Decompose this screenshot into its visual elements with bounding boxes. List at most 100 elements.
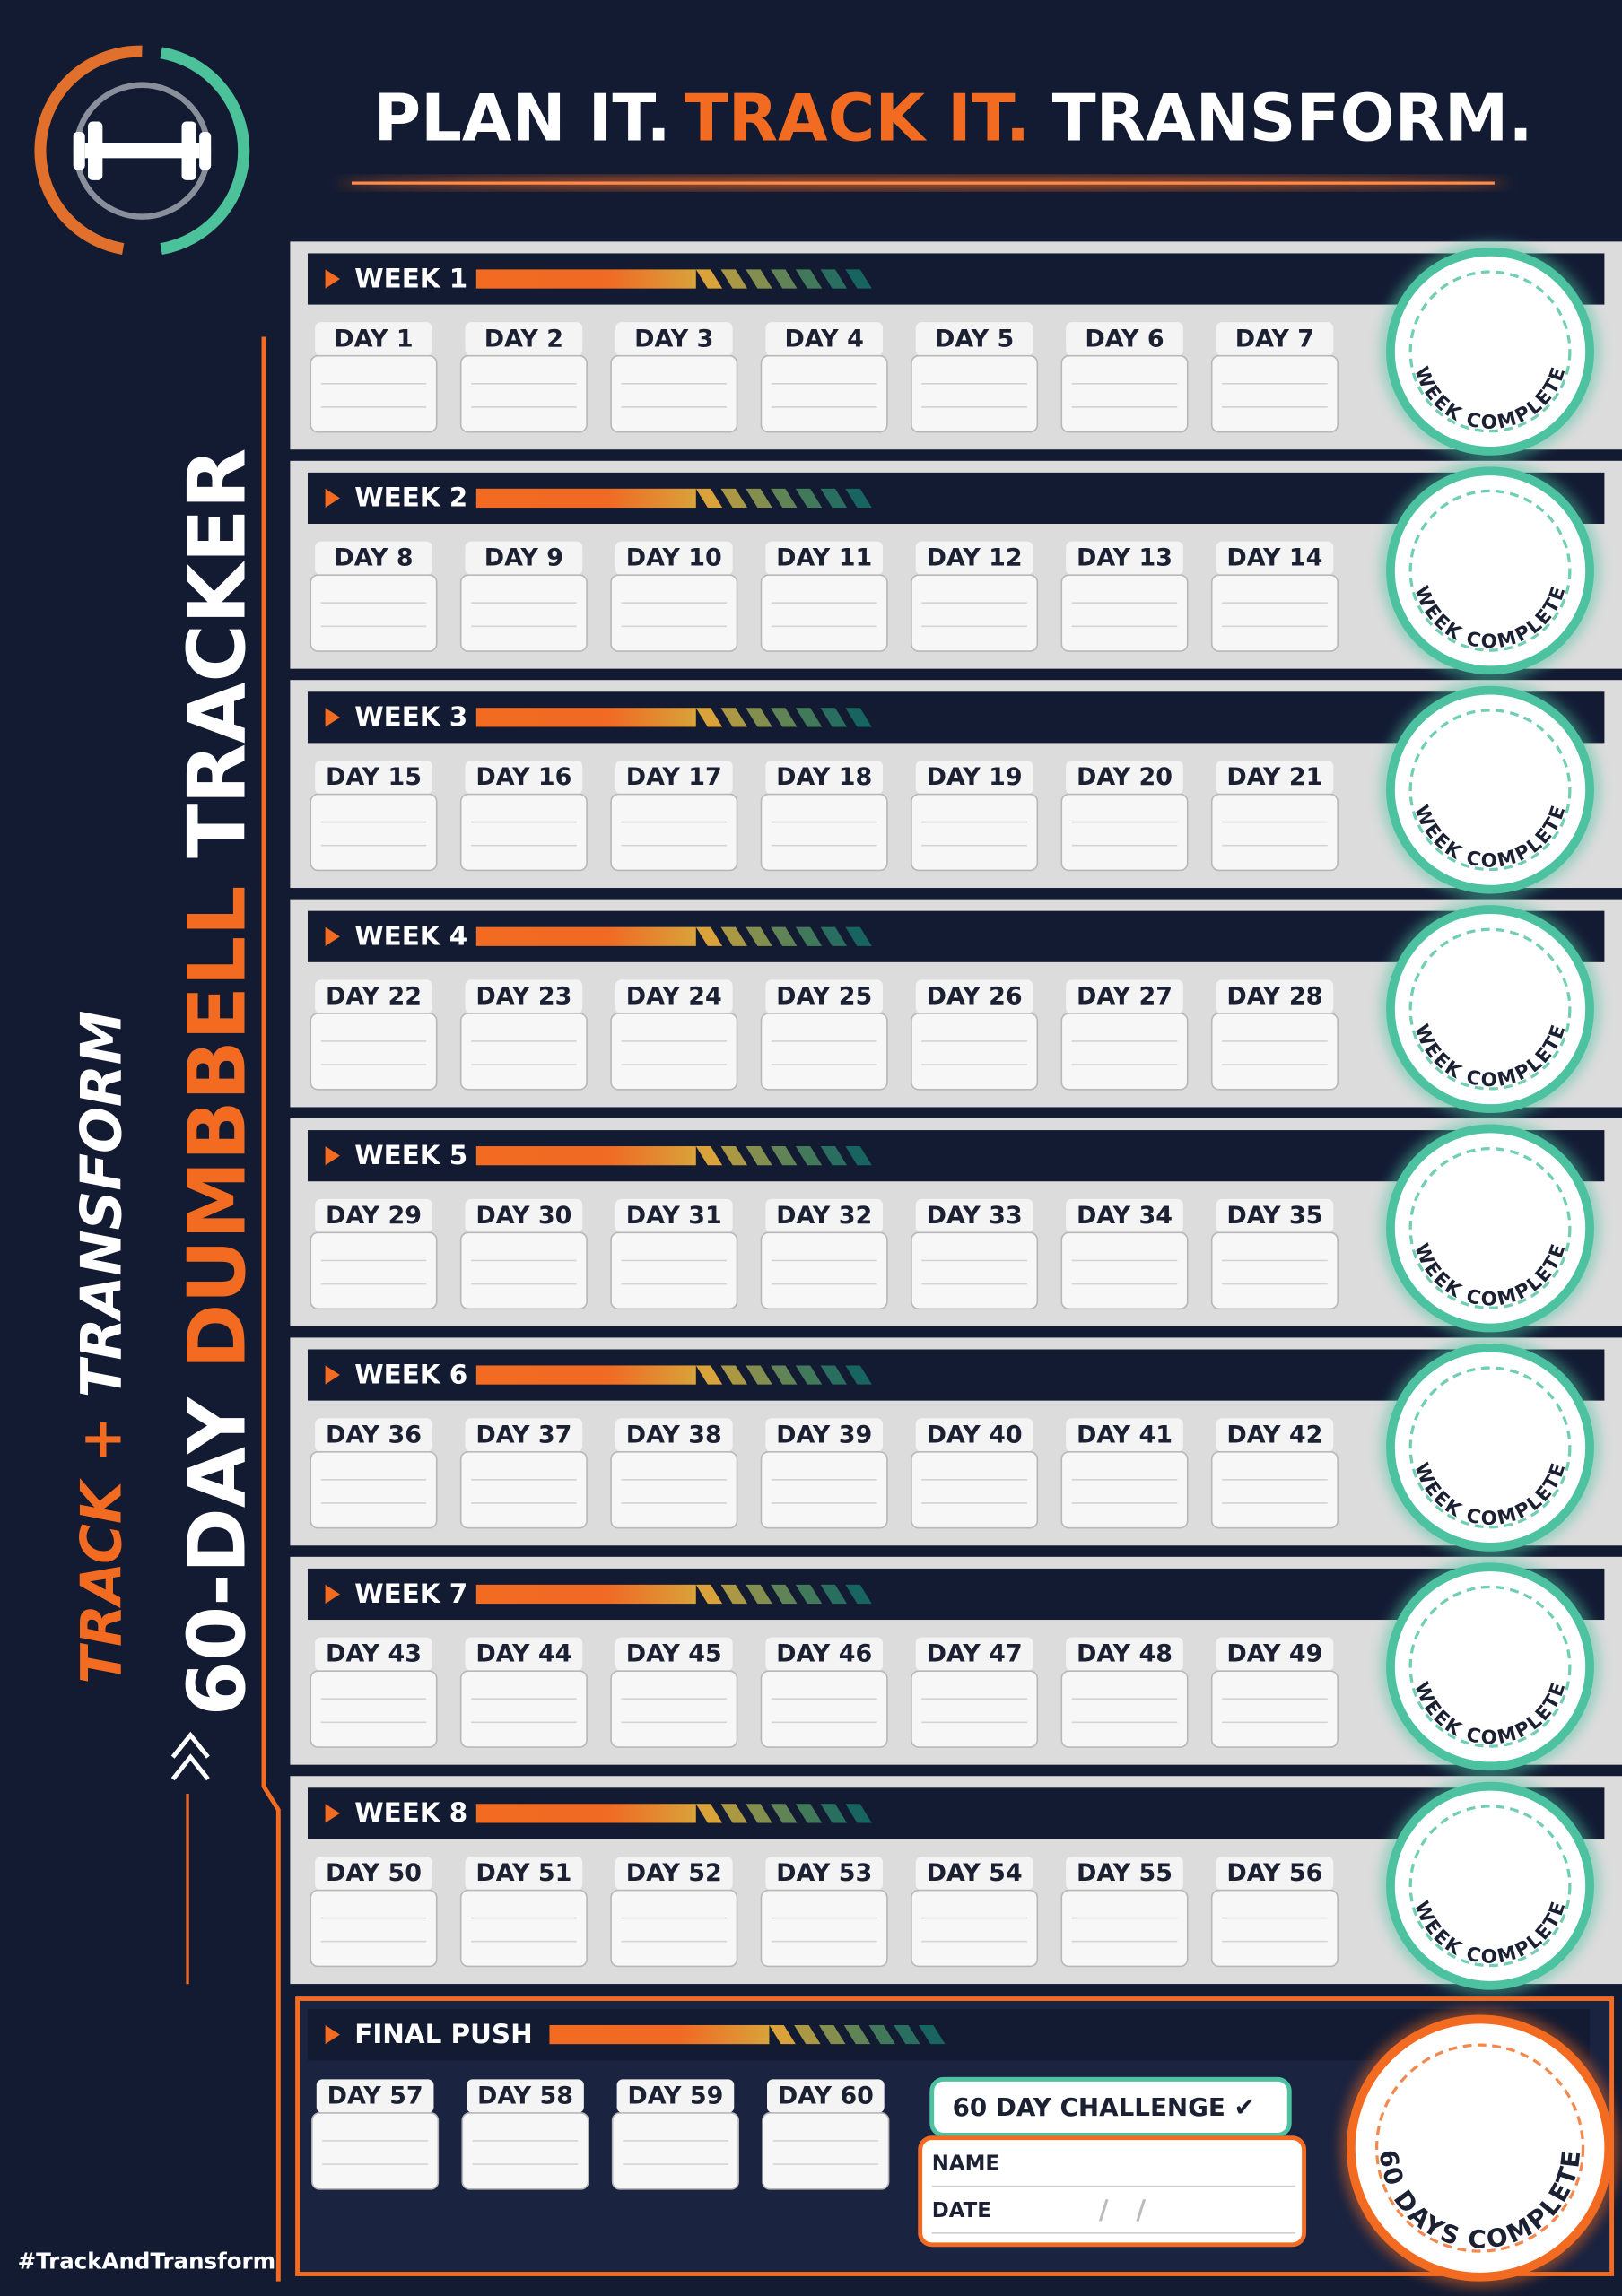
day-label-bg [615,761,733,795]
day-label: DAY 29 [326,1202,422,1230]
day-label-bg [1066,1857,1183,1891]
day-box [911,354,1039,433]
progress-chevron [769,2024,796,2045]
day-label-bg [1216,761,1334,795]
day-label: DAY 55 [1077,1859,1173,1887]
day-label: DAY 53 [776,1859,872,1887]
day-label: DAY 50 [326,1859,422,1887]
header-title-3: TRANSFORM. [1052,81,1533,156]
day-box [911,793,1039,872]
day-box [610,1889,738,1968]
progress-chevron [720,1365,747,1385]
section-label: WEEK 4 [354,921,467,952]
day-box [1210,1231,1339,1310]
tagline-part: + [69,1416,135,1462]
day-label-bg [915,322,1033,356]
progress-chevron [820,1146,848,1166]
progress-chevron [818,2024,846,2045]
day-box [760,574,888,652]
day-box [911,1450,1039,1529]
day-box [1060,354,1189,433]
day-label: DAY 26 [927,983,1023,1011]
day-label: DAY 40 [927,1421,1023,1448]
progress-chevron [845,1365,872,1385]
progress-chevron [845,488,872,509]
day-box [310,1670,438,1748]
day-label-bg [615,1418,733,1452]
day-box [1210,574,1339,652]
day-box [760,1231,888,1310]
progress-chevron [720,1584,747,1605]
section-label: WEEK 3 [354,701,467,732]
day-label-bg [915,1418,1033,1452]
day-label: DAY 33 [927,1202,1023,1230]
progress-chevron [746,1584,772,1605]
day-label-bg [1216,1418,1334,1452]
progress-chevron [771,708,798,727]
day-label-bg [765,322,884,356]
badge-dash [1408,270,1572,433]
day-label: DAY 24 [626,983,722,1011]
day-box [459,1670,588,1748]
day-label: DAY 31 [626,1202,722,1230]
progress-chevron [795,1365,823,1385]
day-label: DAY 34 [1077,1202,1173,1230]
badge-dash [1374,2043,1585,2253]
side-title: 60-DAY DUMBBELL TRACKER [171,448,264,1717]
day-box [1210,1013,1339,1091]
progress-chevron [795,1804,823,1823]
progress-chevron [720,269,747,289]
day-box [459,1450,588,1529]
day-box [461,2112,589,2190]
bar-arrow [325,708,340,727]
section-label: WEEK 5 [354,1140,467,1170]
progress-stripe [475,488,696,509]
section-label: WEEK 8 [354,1797,467,1828]
day-label-bg [465,541,583,576]
day-box [1060,1889,1189,1968]
day-box [1060,1450,1189,1529]
badge [1386,685,1594,894]
day-label: DAY 58 [477,2082,573,2109]
progress-chevron [820,926,848,946]
day-label-bg [915,1637,1033,1672]
day-label-bg [465,322,583,356]
day-label: DAY 51 [475,1859,571,1887]
progress-chevron [771,1584,798,1605]
day-box [760,1889,888,1968]
day-label: DAY 49 [1226,1640,1322,1668]
day-label: DAY 48 [1077,1640,1173,1668]
day-label-bg [465,1857,583,1891]
day-label: DAY 20 [1077,763,1173,791]
day-label: DAY 23 [475,983,571,1011]
day-box [911,1889,1039,1968]
section-label: FINAL PUSH [354,2019,532,2049]
day-label: DAY 5 [935,325,1014,352]
day-label-bg [1216,1857,1334,1891]
progress-chevron [695,708,723,727]
progress-stripe [475,1146,696,1166]
signoff-field: NAME [932,2152,999,2176]
day-label-bg [315,1637,432,1672]
bar-arrow [325,269,340,289]
progress-chevron [720,1146,747,1166]
bar-arrow [325,488,340,509]
day-box [610,1450,738,1529]
progress-chevron [820,1584,848,1605]
logo-arc [160,47,250,255]
day-label-bg [315,761,432,795]
day-box [610,1013,738,1091]
day-label-bg [767,2079,885,2113]
progress-chevron [746,708,772,727]
day-label: DAY 39 [776,1421,872,1448]
progress-chevron [820,1804,848,1823]
day-label: DAY 17 [626,763,722,791]
day-label: DAY 13 [1077,544,1173,572]
day-label: DAY 32 [776,1202,872,1230]
day-label: DAY 18 [776,763,872,791]
day-label: DAY 25 [776,983,872,1011]
progress-chevron [695,488,723,509]
day-label-bg [1066,541,1183,576]
